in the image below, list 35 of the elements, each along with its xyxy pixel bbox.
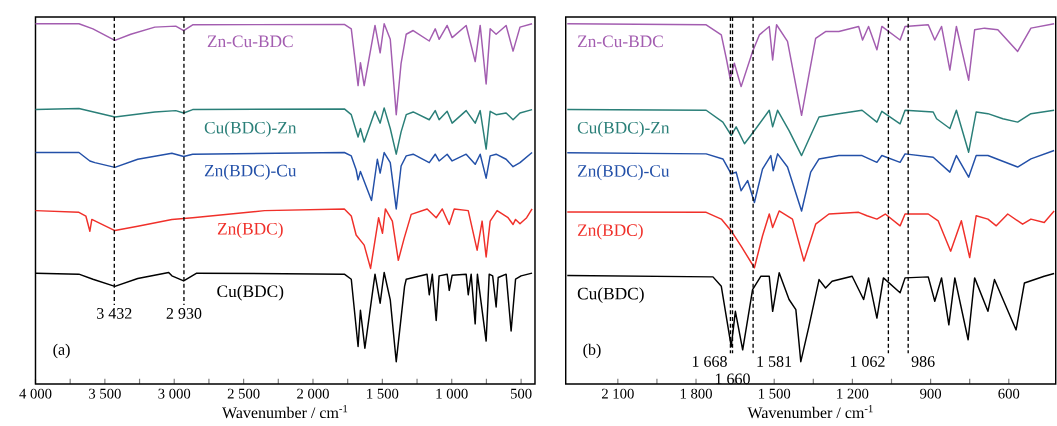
series-label: Zn(BDC)-Cu bbox=[204, 164, 297, 180]
ref-line-label: 1 581 bbox=[757, 356, 792, 367]
series-label: Zn-Cu-BDC bbox=[577, 35, 663, 48]
series-label: Cu(BDC) bbox=[217, 284, 284, 301]
x-tick-label: 600 bbox=[998, 388, 1020, 399]
series-label: Cu(BDC) bbox=[577, 287, 644, 303]
annotation: (a) bbox=[53, 343, 70, 359]
x-tick-label: 1 500 bbox=[367, 388, 399, 399]
x-tick-label: 2 000 bbox=[297, 388, 329, 399]
ref-line-label: 2 930 bbox=[166, 308, 202, 319]
series-label: Zn(BDC) bbox=[577, 223, 643, 240]
x-tick-label: 1 500 bbox=[759, 388, 791, 399]
series-label: Cu(BDC)-Zn bbox=[204, 121, 297, 138]
x-tick-label: 900 bbox=[920, 388, 942, 399]
series-label: Zn(BDC)-Cu bbox=[577, 164, 670, 181]
x-tick-label: 2 500 bbox=[227, 388, 260, 399]
x-tick-label: 1 000 bbox=[436, 388, 468, 399]
x-axis-title: Wavenumber / cm$^{-1}$ bbox=[747, 405, 873, 419]
x-axis-title: Wavenumber / cm$^{-1}$ bbox=[222, 405, 348, 419]
series-label: Cu(BDC)-Zn bbox=[577, 121, 670, 138]
x-tick-label: 1 200 bbox=[837, 388, 869, 399]
x-tick-label: 2 100 bbox=[601, 388, 634, 399]
ref-line-label: 3 432 bbox=[97, 308, 132, 319]
series-label: Zn(BDC) bbox=[217, 222, 283, 239]
ref-line-label: 986 bbox=[911, 356, 935, 367]
ref-line-label: 1 062 bbox=[850, 356, 885, 367]
x-tick-label: 500 bbox=[510, 388, 532, 399]
annotation: (b) bbox=[583, 343, 601, 359]
ref-line-label: 1 660 bbox=[715, 373, 750, 385]
x-tick-label: 4 000 bbox=[19, 388, 52, 399]
x-tick-label: 3 000 bbox=[158, 388, 191, 399]
x-tick-label: 3 500 bbox=[89, 388, 121, 399]
series-label: Zn-Cu-BDC bbox=[207, 35, 293, 48]
ref-line-label: 1 668 bbox=[692, 356, 727, 367]
x-tick-label: 1 800 bbox=[680, 388, 712, 399]
